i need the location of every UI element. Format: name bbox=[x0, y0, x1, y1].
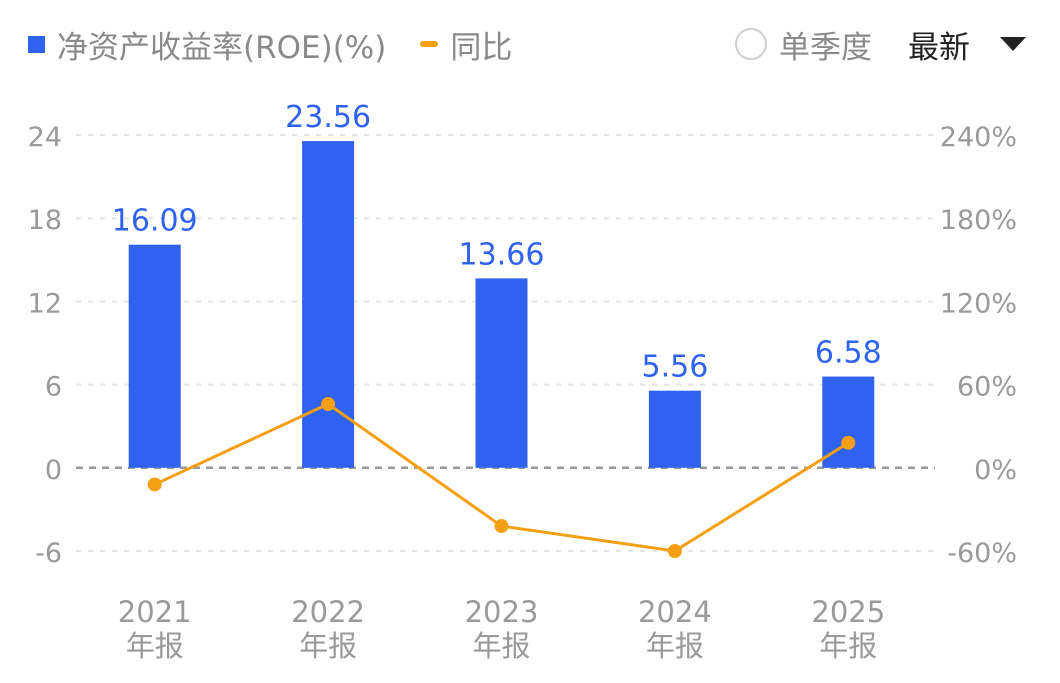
line-series-swatch-icon bbox=[420, 41, 439, 47]
x-category-label: 2023 年报 bbox=[465, 595, 539, 663]
y-right-tick-label: 180% bbox=[940, 205, 1017, 236]
single-quarter-label: 单季度 bbox=[779, 29, 872, 66]
y-left-tick-label: 6 bbox=[45, 372, 62, 403]
yoy-point bbox=[321, 397, 336, 412]
bar-value-label: 16.09 bbox=[112, 204, 198, 239]
chart-controls: 单季度 最新 bbox=[735, 22, 1026, 66]
y-left-tick-label: 0 bbox=[45, 455, 62, 486]
yoy-point bbox=[667, 544, 682, 558]
bar bbox=[648, 390, 701, 468]
x-category-label: 2024 年报 bbox=[638, 595, 712, 663]
single-quarter-radio[interactable]: 单季度 bbox=[735, 22, 872, 67]
y-right-tick-label: 240% bbox=[940, 122, 1017, 153]
y-left-tick-label: 24 bbox=[28, 122, 62, 153]
y-right-tick-label: 60% bbox=[957, 372, 1017, 403]
x-category-label: 2025 年报 bbox=[811, 595, 885, 663]
y-left-tick-label: -6 bbox=[35, 538, 62, 569]
y-right-tick-label: -60% bbox=[947, 538, 1017, 569]
period-dropdown-label: 最新 bbox=[908, 29, 970, 66]
caret-down-icon bbox=[1000, 37, 1026, 51]
bar-value-label: 6.58 bbox=[815, 336, 882, 371]
y-left-tick-label: 18 bbox=[28, 205, 62, 236]
y-right-tick-label: 120% bbox=[940, 288, 1017, 319]
legend-item-roe[interactable]: 净资产收益率(ROE)(%) bbox=[28, 22, 386, 67]
bar-value-label: 23.56 bbox=[285, 100, 371, 135]
legend-item-yoy[interactable]: 同比 bbox=[420, 22, 512, 67]
y-left-tick-label: 12 bbox=[28, 288, 62, 319]
chart-legend: 净资产收益率(ROE)(%) 同比 bbox=[28, 22, 546, 66]
bar-value-label: 13.66 bbox=[459, 237, 545, 272]
bar-value-label: 5.56 bbox=[642, 350, 709, 385]
period-dropdown[interactable]: 最新 bbox=[908, 22, 1026, 67]
y-right-tick-label: 0% bbox=[974, 455, 1017, 486]
yoy-point bbox=[147, 477, 162, 492]
bar bbox=[128, 244, 181, 468]
x-category-label: 2021 年报 bbox=[118, 595, 192, 663]
yoy-point bbox=[494, 519, 509, 534]
bar bbox=[475, 278, 528, 468]
legend-yoy-label: 同比 bbox=[450, 29, 513, 66]
bar bbox=[302, 141, 355, 468]
yoy-point bbox=[841, 435, 856, 450]
bar-series-swatch-icon bbox=[28, 35, 45, 53]
radio-circle-icon bbox=[735, 28, 767, 60]
x-category-label: 2022 年报 bbox=[291, 595, 365, 663]
legend-roe-label: 净资产收益率(ROE)(%) bbox=[57, 29, 387, 66]
